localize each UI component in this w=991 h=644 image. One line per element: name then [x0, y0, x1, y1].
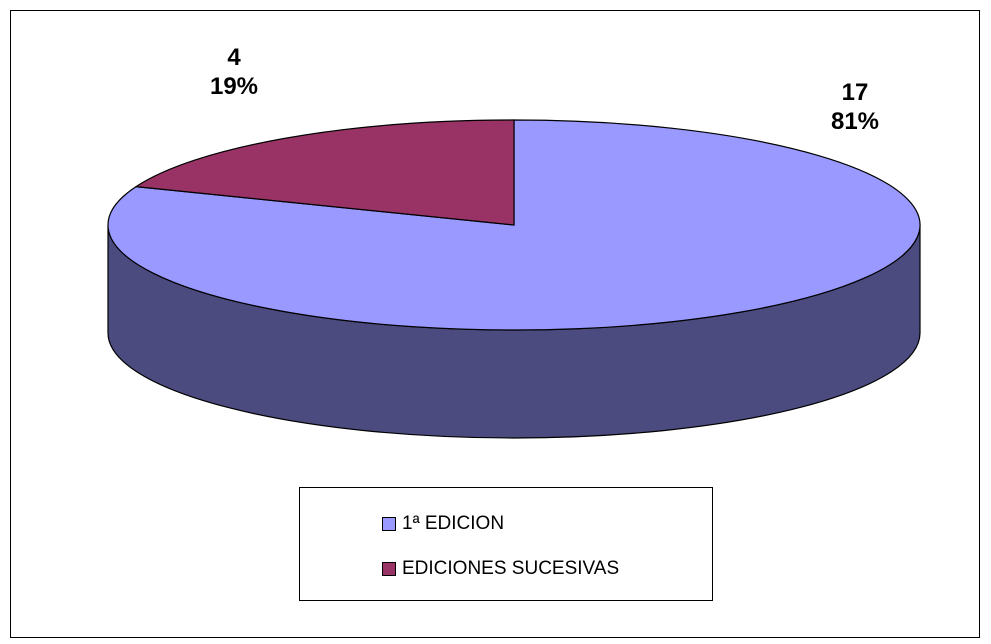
slice-percent-ediciones-sucesivas: 19% — [209, 73, 259, 100]
data-label-primera-edicion: 17 81% — [805, 78, 905, 136]
legend-item-primera-edicion: 1ª EDICION — [382, 513, 504, 535]
legend-label-primera-edicion: 1ª EDICION — [402, 513, 505, 534]
legend: 1ª EDICION EDICIONES SUCESIVAS — [299, 487, 713, 601]
legend-swatch-primera-edicion — [382, 517, 396, 531]
slice-value-ediciones-sucesivas: 4 — [227, 44, 241, 71]
legend-label-ediciones-sucesivas: EDICIONES SUCESIVAS — [402, 558, 620, 579]
pie-chart — [107, 119, 921, 439]
pie-slice-ediciones-sucesivas — [134, 119, 515, 226]
slice-value-primera-edicion: 17 — [841, 79, 869, 106]
legend-swatch-ediciones-sucesivas — [382, 562, 396, 576]
data-label-ediciones-sucesivas: 4 19% — [189, 43, 279, 101]
pie-slice-primera-edicion — [107, 119, 921, 331]
slice-percent-primera-edicion: 81% — [830, 108, 880, 135]
chart-area: 4 19% 17 81% 1ª EDICION EDICIONES SUCESI… — [10, 10, 980, 638]
legend-item-ediciones-sucesivas: EDICIONES SUCESIVAS — [382, 558, 619, 580]
